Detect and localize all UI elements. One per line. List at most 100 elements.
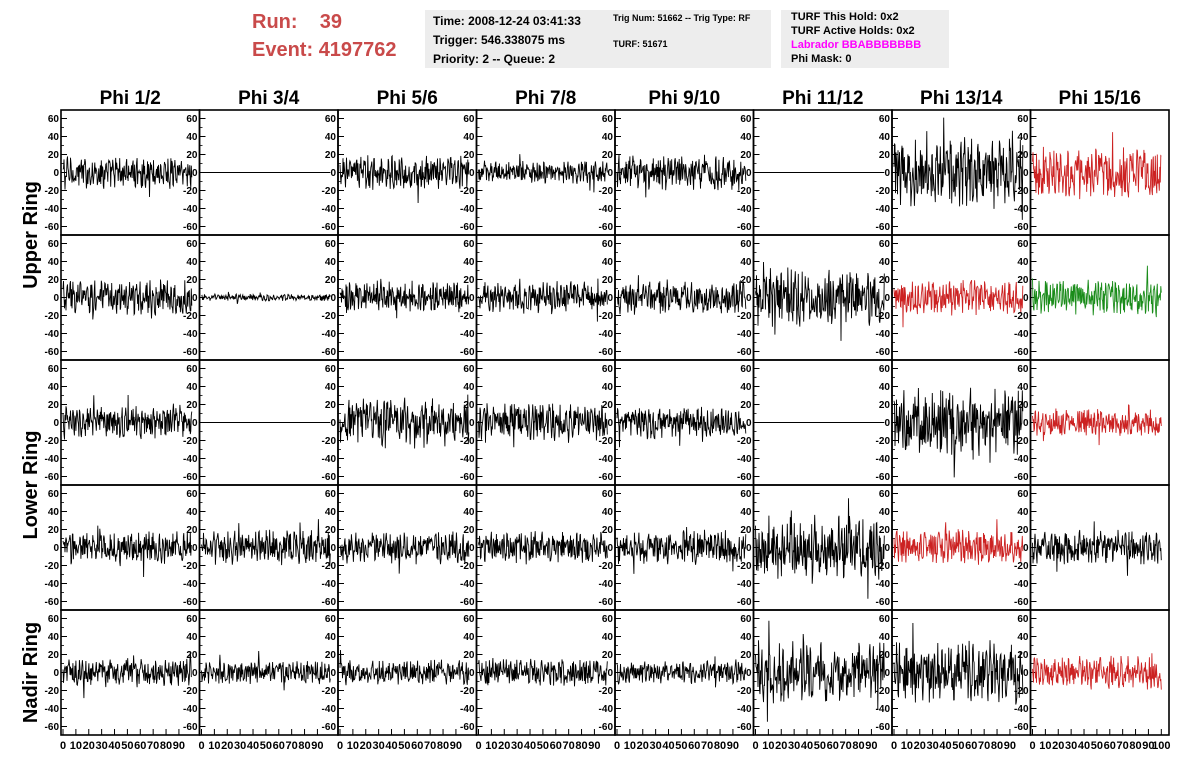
y-tick-label: 60	[325, 489, 337, 500]
x-tick-label: 50	[537, 740, 549, 752]
y-tick-label: 40	[48, 132, 60, 143]
y-tick-label: -40	[737, 454, 752, 465]
event-label: Event:	[252, 39, 314, 61]
y-tick-label: 40	[186, 632, 198, 643]
y-tick-label: -20	[183, 311, 198, 322]
x-tick-label: 40	[801, 740, 813, 752]
x-tick-label: 60	[411, 740, 423, 752]
waveform-trace	[616, 154, 747, 198]
x-tick-label: 40	[385, 740, 397, 752]
y-tick-label: 20	[740, 150, 752, 161]
y-tick-label: -40	[183, 329, 198, 340]
x-tick-label: 10	[347, 740, 359, 752]
x-tick-label: 40	[247, 740, 259, 752]
turf-active-holds-text: TURF Active Holds: 0x2	[791, 25, 915, 37]
y-tick-label: 0	[53, 543, 59, 554]
y-tick-label: 60	[186, 239, 198, 250]
y-tick-label: -40	[460, 704, 475, 715]
y-tick-label: -60	[599, 722, 614, 733]
y-tick-label: 20	[879, 150, 891, 161]
y-tick-label: 0	[607, 418, 613, 429]
waveform-trace	[62, 651, 192, 699]
y-tick-label: -60	[737, 222, 752, 233]
y-tick-label: -60	[737, 722, 752, 733]
y-tick-label: -60	[737, 347, 752, 358]
y-tick-label: 20	[602, 525, 614, 536]
x-tick-label: 50	[260, 740, 272, 752]
x-tick-label: 50	[121, 740, 133, 752]
waveform-trace	[339, 154, 470, 204]
x-tick-label: 60	[550, 740, 562, 752]
y-tick-label: 20	[1017, 275, 1029, 286]
y-tick-label: -20	[322, 561, 337, 572]
y-tick-label: 20	[186, 150, 198, 161]
y-tick-label: -40	[876, 204, 891, 215]
y-tick-label: -20	[1014, 311, 1029, 322]
y-tick-label: 20	[1017, 650, 1029, 661]
y-tick-label: 0	[469, 168, 475, 179]
y-tick-label: -20	[876, 311, 891, 322]
y-tick-label: -20	[322, 686, 337, 697]
y-tick-label: 40	[1017, 132, 1029, 143]
y-tick-label: 60	[740, 489, 752, 500]
y-tick-label: -40	[183, 579, 198, 590]
y-tick-label: -20	[322, 186, 337, 197]
y-tick-label: 0	[192, 668, 198, 679]
y-tick-label: 20	[1017, 400, 1029, 411]
y-tick-label: 60	[325, 239, 337, 250]
waveform-trace	[62, 394, 193, 440]
x-tick-label: 70	[978, 740, 990, 752]
y-tick-label: -20	[737, 186, 752, 197]
waveform-trace	[62, 279, 193, 320]
x-tick-label: 90	[727, 740, 739, 752]
y-tick-label: -20	[876, 561, 891, 572]
y-tick-label: -40	[876, 329, 891, 340]
y-tick-label: 0	[884, 168, 890, 179]
waveform-trace	[755, 620, 885, 722]
y-tick-label: -20	[737, 686, 752, 697]
y-tick-label: -20	[1014, 561, 1029, 572]
y-tick-label: 40	[48, 382, 60, 393]
y-tick-label: 60	[48, 364, 60, 375]
x-tick-label: 20	[360, 740, 372, 752]
x-tick-label: 80	[575, 740, 587, 752]
y-tick-label: -40	[737, 204, 752, 215]
y-tick-label: -60	[876, 722, 891, 733]
y-tick-label: 20	[740, 650, 752, 661]
y-tick-label: -20	[183, 186, 198, 197]
y-tick-label: -40	[460, 204, 475, 215]
x-tick-label: 10	[485, 740, 497, 752]
y-tick-label: 40	[325, 132, 337, 143]
y-tick-label: -40	[876, 704, 891, 715]
waveform-trace	[478, 154, 608, 193]
y-tick-label: 60	[186, 364, 198, 375]
y-tick-label: 40	[463, 632, 475, 643]
x-tick-label: 70	[286, 740, 298, 752]
y-tick-label: 60	[325, 114, 337, 125]
y-tick-label: -60	[45, 472, 60, 483]
y-tick-label: 0	[746, 418, 752, 429]
x-tick-label: 90	[588, 740, 600, 752]
y-tick-label: -40	[737, 329, 752, 340]
y-tick-label: -20	[322, 436, 337, 447]
y-tick-label: -40	[460, 454, 475, 465]
y-tick-label: -20	[737, 436, 752, 447]
y-tick-label: 40	[186, 257, 198, 268]
x-tick-label: 10	[624, 740, 636, 752]
y-tick-label: 60	[186, 114, 198, 125]
y-tick-label: 20	[48, 150, 60, 161]
x-tick-label: 20	[1052, 740, 1064, 752]
y-tick-label: 40	[48, 257, 60, 268]
y-tick-label: 0	[330, 168, 336, 179]
y-tick-label: 40	[740, 382, 752, 393]
y-tick-label: -40	[460, 329, 475, 340]
y-tick-label: 60	[879, 614, 891, 625]
y-tick-label: 40	[463, 507, 475, 518]
x-tick-label: 70	[840, 740, 852, 752]
y-tick-label: 60	[740, 114, 752, 125]
x-tick-label: 0	[891, 740, 897, 752]
y-tick-label: 60	[602, 239, 614, 250]
x-tick-label: 10	[1039, 740, 1051, 752]
y-tick-label: -20	[45, 561, 60, 572]
y-tick-label: 40	[463, 382, 475, 393]
